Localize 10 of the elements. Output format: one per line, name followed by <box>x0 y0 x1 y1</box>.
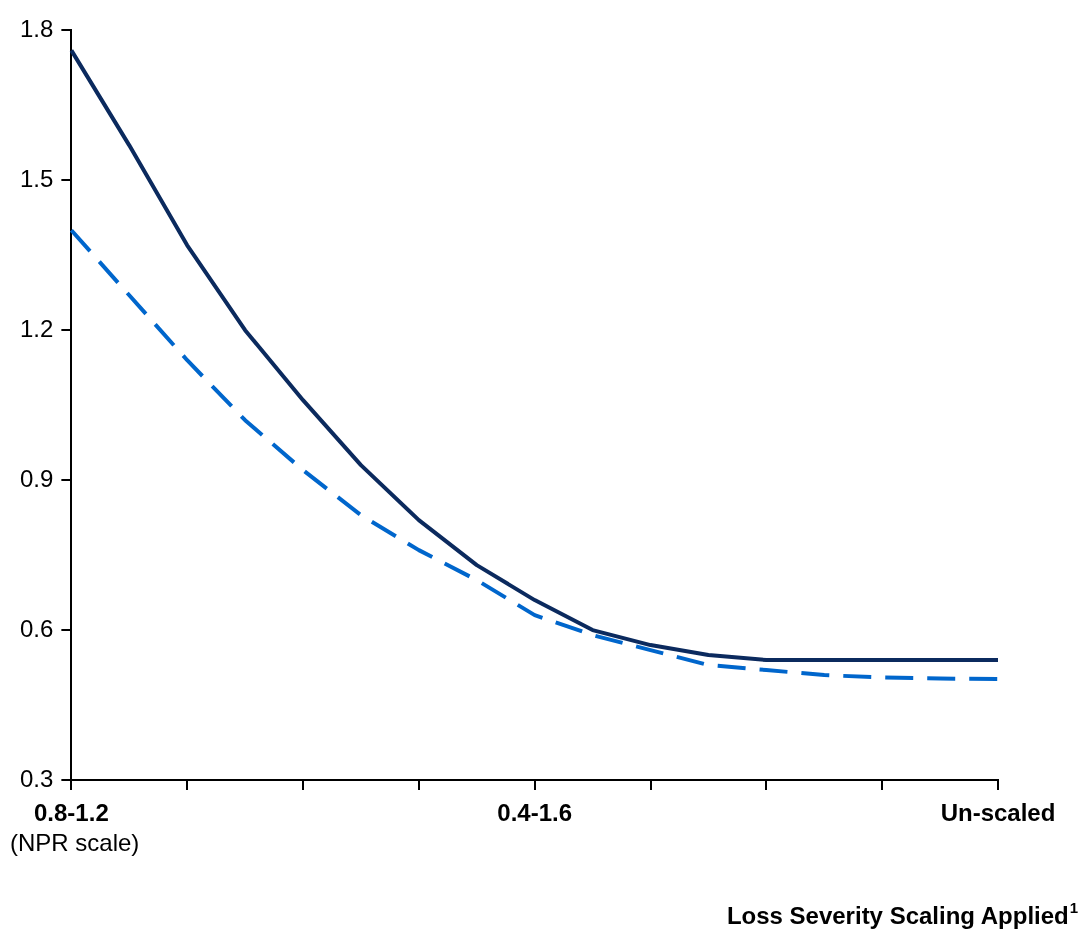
y-tick-label: 0.6 <box>19 614 54 642</box>
x-tick-label: Un-scaled <box>940 798 1056 826</box>
y-tick-label: 1.8 <box>19 15 54 43</box>
y-tick-label: 1.5 <box>19 164 54 192</box>
line-series <box>69 228 1000 682</box>
x-tick-label: 0.8-1.2 (NPR scale) <box>10 798 140 856</box>
y-tick-label: 0.9 <box>19 464 54 492</box>
x-tick-label: 0.4-1.6 <box>497 798 573 826</box>
y-tick-label: 1.2 <box>19 314 54 342</box>
y-tick-label: 0.3 <box>19 764 54 792</box>
